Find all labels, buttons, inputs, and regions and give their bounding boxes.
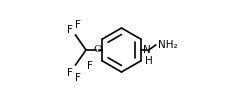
Text: H: H xyxy=(145,56,153,66)
Text: F: F xyxy=(75,20,81,30)
Text: F: F xyxy=(86,61,92,71)
Text: F: F xyxy=(67,68,73,78)
Text: NH₂: NH₂ xyxy=(158,40,178,50)
Text: N: N xyxy=(143,45,151,55)
Text: F: F xyxy=(67,25,73,35)
Text: F: F xyxy=(75,73,81,83)
Text: O: O xyxy=(93,46,102,54)
